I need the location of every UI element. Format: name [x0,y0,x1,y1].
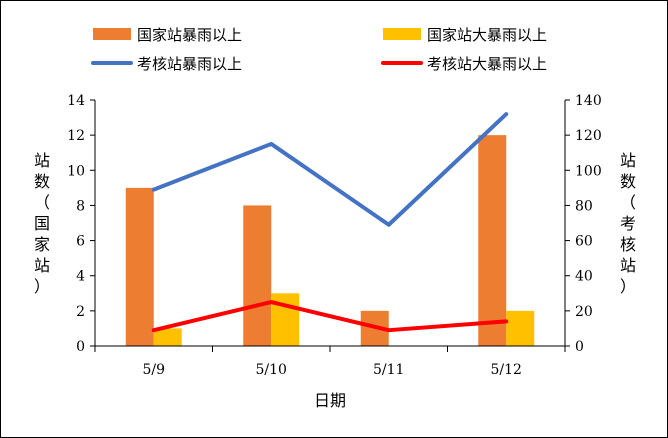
bar-0-5-12 [478,135,507,346]
legend-item-1: 国家站大暴雨以上 [383,26,547,44]
right-axis-title-char: 数 [620,172,636,191]
bar-1-5-12 [506,310,535,346]
right-tick-label: 120 [575,128,602,144]
right-tick-label: 20 [575,304,593,320]
left-tick-label: 6 [76,234,85,250]
x-tick-label: 5/12 [491,362,522,378]
x-tick-label: 5/9 [142,362,165,378]
bar-0-5-9 [125,187,154,346]
left-axis-title-char: 站 [34,256,50,275]
legend-item-3: 考核站大暴雨以上 [381,55,547,73]
right-tick-label: 100 [575,163,602,179]
labels-layer: 日期 站数（国家站）站数（考核站） [34,151,636,410]
legend-label: 国家站大暴雨以上 [427,26,547,44]
right-axis-title: 站数（考核站） [620,151,636,296]
line-series-1 [151,300,509,333]
x-axis-title: 日期 [314,391,346,410]
left-tick-label: 14 [67,93,85,109]
bar-0-5-10 [243,205,272,346]
left-axis-title-char: （ [34,193,50,212]
right-tick-label: 140 [575,93,602,109]
left-axis-title-char: 家 [34,235,50,254]
right-axis-title-char: ） [620,277,636,296]
right-tick-label: 0 [575,339,584,355]
legend-swatch-bar [383,28,421,40]
left-tick-label: 12 [67,128,85,144]
right-axis-title-char: 核 [620,235,636,254]
left-axis-title-char: 站 [34,151,50,170]
line-series-0 [151,112,509,227]
right-axis-title-char: 站 [620,256,636,275]
legend-label: 考核站暴雨以上 [137,55,242,73]
left-axis-title: 站数（国家站） [34,151,50,296]
x-tick-label: 5/10 [256,362,287,378]
right-tick-label: 80 [575,198,593,214]
left-axis-title-char: ） [34,277,50,296]
legend-label: 国家站暴雨以上 [137,26,242,44]
legend-item-2: 考核站暴雨以上 [91,55,242,73]
left-tick-label: 2 [76,304,85,320]
right-tick-label: 60 [575,234,593,250]
left-tick-label: 4 [76,269,85,285]
right-axis-title-char: （ [620,193,636,212]
right-axis-title-char: 站 [620,151,636,170]
bar-1-5-9 [153,328,182,346]
left-axis-title-char: 国 [34,214,50,233]
left-tick-label: 0 [76,339,85,355]
left-tick-label: 10 [67,163,85,179]
legend-label: 考核站大暴雨以上 [427,55,547,73]
legend-item-0: 国家站暴雨以上 [93,26,242,44]
lines-layer [151,112,509,333]
right-axis-title-char: 考 [620,214,636,233]
right-tick-label: 40 [575,269,593,285]
legend-swatch-bar [93,28,131,40]
x-tick-label: 5/11 [373,362,404,378]
left-tick-label: 8 [76,198,85,214]
left-axis-title-char: 数 [34,172,50,191]
